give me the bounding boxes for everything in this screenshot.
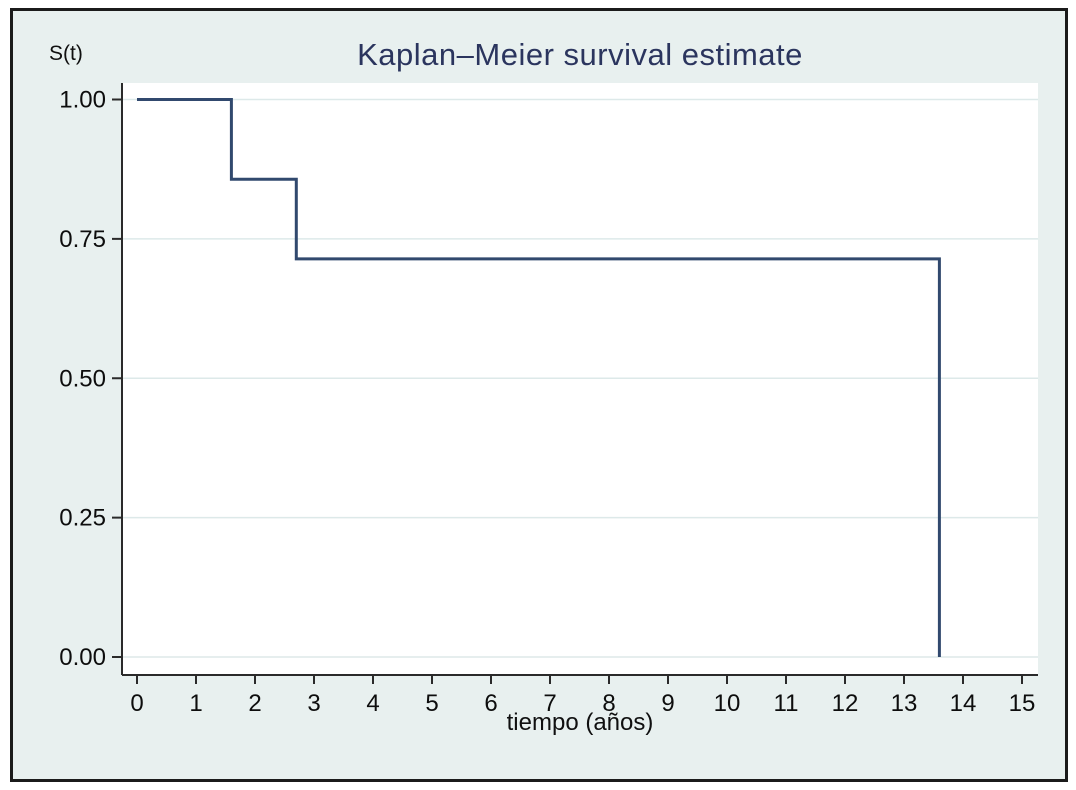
chart-title: Kaplan–Meier survival estimate [357,37,803,72]
y-tick-label: 0.75 [59,226,106,253]
x-tick-label: 14 [950,690,977,717]
x-ticks: 0 1 2 3 4 5 6 7 8 9 10 11 12 13 14 15 [130,675,1035,717]
x-tick-label: 15 [1009,690,1036,717]
x-tick-label: 13 [891,690,918,717]
km-step-line [137,98,941,657]
x-axis-label: tiempo (años) [506,709,654,736]
x-tick-label: 9 [661,690,674,717]
y-tick-label: 0.25 [59,505,106,532]
x-tick-label: 1 [189,690,202,717]
x-tick-label: 8 [602,690,615,717]
figure-frame: 1.00 0.75 0.50 0.25 0.00 0 1 2 3 4 5 6 7 8 9 10 11 12 13 14… [10,8,1068,782]
x-tick-label: 7 [543,690,556,717]
km-plot: 1.000.750.500.250.000 1 2 3 4 5 6 7 8 9 10 11 12 13 14… [59,83,1038,717]
x-tick-label: 11 [774,690,799,717]
y-tick-label: 0.00 [59,644,106,671]
x-tick-label: 6 [484,690,497,717]
x-tick-label: 3 [307,690,320,717]
y-axis-label: S(t) [49,42,83,65]
y-tick-label: 0.50 [59,365,106,392]
y-gridlines [122,98,1038,658]
x-tick-label: 12 [832,690,859,717]
x-tick-label: 5 [425,690,438,717]
x-tick-label: 4 [366,690,379,717]
x-tick-label: 10 [714,690,741,717]
x-tick-label: 0 [130,690,143,717]
y-tick-label: 1.00 [59,87,106,114]
x-tick-label: 2 [248,690,261,717]
y-ticks: 1.00 0.75 0.50 0.25 0.00 [59,87,122,671]
